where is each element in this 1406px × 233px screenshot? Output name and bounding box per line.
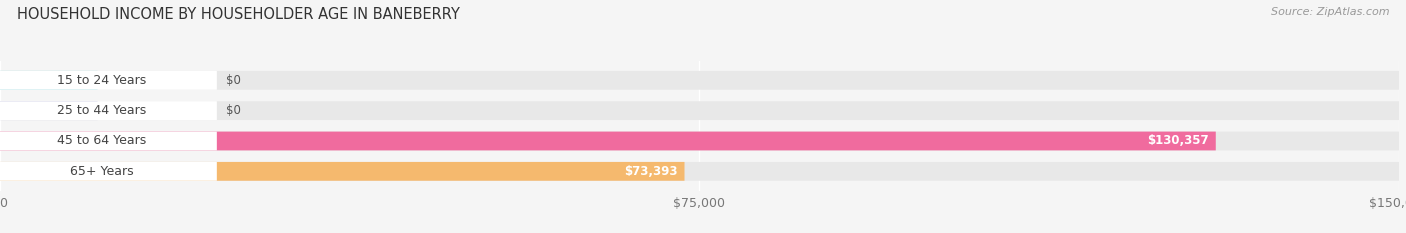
FancyBboxPatch shape [0,101,1399,120]
Text: 65+ Years: 65+ Years [70,165,134,178]
Text: $130,357: $130,357 [1147,134,1209,147]
Text: $73,393: $73,393 [624,165,678,178]
Text: HOUSEHOLD INCOME BY HOUSEHOLDER AGE IN BANEBERRY: HOUSEHOLD INCOME BY HOUSEHOLDER AGE IN B… [17,7,460,22]
FancyBboxPatch shape [0,71,217,90]
FancyBboxPatch shape [0,71,97,90]
FancyBboxPatch shape [0,132,1399,150]
FancyBboxPatch shape [0,71,1399,90]
FancyBboxPatch shape [0,132,217,150]
Text: 25 to 44 Years: 25 to 44 Years [58,104,146,117]
FancyBboxPatch shape [0,132,1216,150]
FancyBboxPatch shape [0,162,685,181]
Text: $0: $0 [225,74,240,87]
Text: 45 to 64 Years: 45 to 64 Years [58,134,146,147]
FancyBboxPatch shape [0,101,97,120]
FancyBboxPatch shape [0,162,1399,181]
Text: Source: ZipAtlas.com: Source: ZipAtlas.com [1271,7,1389,17]
Text: 15 to 24 Years: 15 to 24 Years [58,74,146,87]
Text: $0: $0 [225,104,240,117]
FancyBboxPatch shape [0,162,217,181]
FancyBboxPatch shape [0,101,217,120]
